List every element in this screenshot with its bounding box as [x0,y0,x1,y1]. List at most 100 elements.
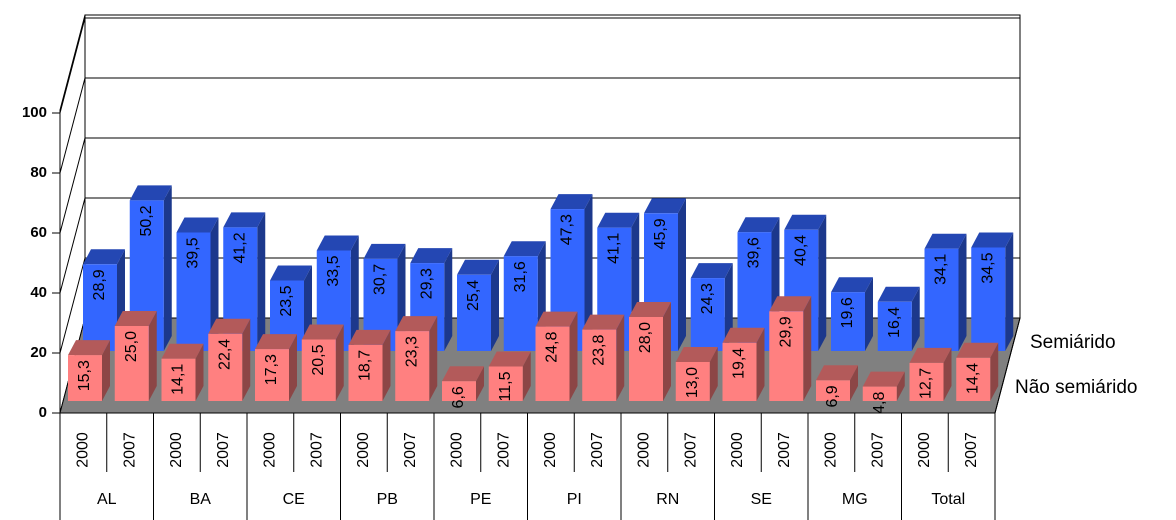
value-label: 23,5 [278,285,295,316]
value-label: 50,2 [138,205,155,236]
bar [488,366,523,401]
bar-side [803,296,812,401]
bar-side [429,316,438,401]
group-label: CE [283,491,305,508]
bar-side [569,311,578,401]
value-label: 39,6 [746,237,763,268]
bar-top [161,343,204,359]
bar [924,248,959,351]
value-label: 19,4 [731,348,748,379]
bar [457,274,491,351]
bar-side [210,217,219,351]
bar-top [597,212,640,228]
bar-side [818,214,827,351]
bar-side [522,351,531,401]
value-label: 23,8 [590,334,607,365]
x-tick-label: 2000 [823,432,840,468]
bar-top [488,351,531,367]
bar-top [442,366,484,382]
bar-side [709,347,718,401]
bar-side [289,334,297,401]
bar-top [582,314,625,330]
bar [690,278,725,351]
value-label: 16,4 [886,307,903,338]
value-label: 39,5 [185,237,202,268]
value-label: 40,4 [792,235,809,266]
value-label: 28,9 [91,269,108,300]
bar [675,362,710,401]
bar [535,326,570,401]
bar-top [176,217,219,233]
value-label: 25,4 [465,280,482,311]
value-label: 14,1 [170,364,187,395]
bar-top [956,342,999,358]
group-label: RN [656,491,679,508]
bar [301,339,336,401]
value-label: 22,4 [216,339,233,370]
floor-edge [994,317,1021,414]
value-label: 17,3 [263,354,280,385]
value-label: 34,5 [979,252,996,283]
x-tick-label: 2000 [636,432,653,468]
value-label: 29,3 [418,268,435,299]
bar-side [663,302,671,401]
bar-side [678,198,686,351]
value-label: 41,1 [605,233,622,264]
value-label: 24,8 [544,331,561,362]
bar-top [550,194,593,210]
bar-top [831,277,873,293]
x-tick-label: 2000 [262,432,279,468]
bar-side [102,340,110,401]
bar-top [769,296,812,312]
x-tick-label: 2000 [75,432,92,468]
x-tick-label: 2007 [402,432,419,468]
group-label: BA [190,491,212,508]
bar-top [675,347,718,362]
y-tick-label: 100 [22,104,47,121]
bar-side [584,194,593,351]
bar-side [242,318,251,401]
value-label: 6,9 [824,385,841,407]
bar [161,358,196,401]
x-tick-label: 2000 [355,432,372,468]
bar-top [722,327,765,343]
bar [862,386,897,401]
x-tick-label: 2000 [916,432,933,468]
bar [114,326,149,401]
bar [831,292,865,351]
value-label: 4,8 [871,392,888,414]
bar [956,357,991,401]
bar-side [163,185,172,351]
value-label: 28,0 [637,322,654,353]
bar [909,362,944,401]
bar-top [114,311,157,326]
x-tick-label: 2007 [215,432,232,468]
bar-side [896,371,905,401]
bar-top [862,371,905,387]
value-label: 33,5 [325,255,342,286]
y-tick-label: 60 [30,224,47,241]
bar-side [865,277,873,351]
bar-top [457,259,499,275]
bar-top [503,241,546,257]
bar [629,317,663,401]
y-tick-label: 20 [30,344,47,361]
grid-line [59,137,86,234]
bar-side [958,233,967,351]
bar-top [924,233,967,249]
bar [68,355,102,401]
grid-line [59,197,86,294]
bar-side [257,212,266,351]
bar-top [316,235,359,251]
bar-top [270,265,312,281]
bar [395,331,430,401]
bar-side [350,235,359,351]
bar-top [129,185,172,201]
bar [816,380,850,401]
bar [176,232,211,351]
value-label: 15,3 [76,360,93,391]
value-label: 29,9 [777,316,794,347]
grid-line [59,17,86,114]
value-label: 41,2 [231,232,248,263]
